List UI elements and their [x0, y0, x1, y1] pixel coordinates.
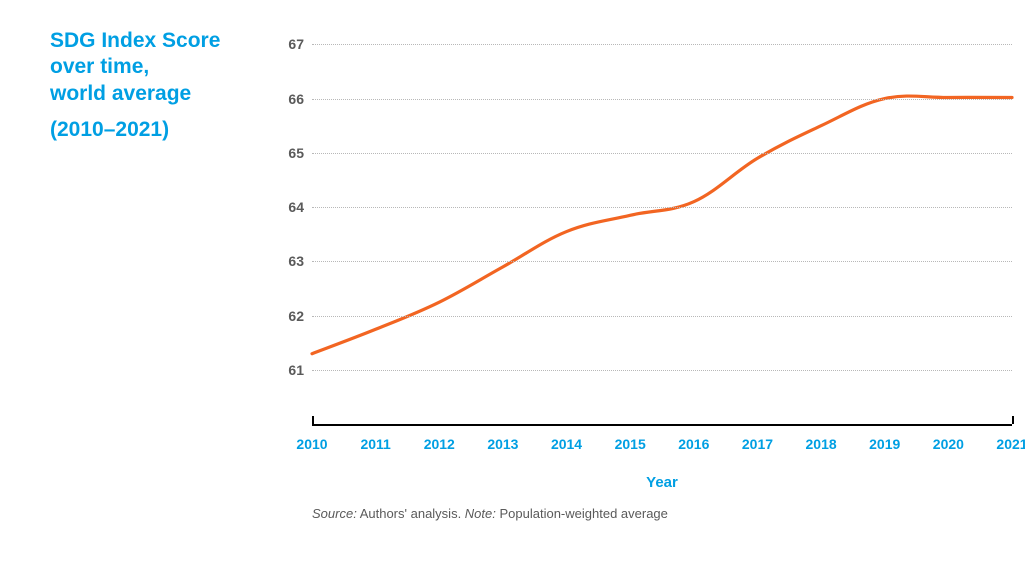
footnote-note-label: Note:	[465, 506, 496, 521]
gridline	[312, 261, 1012, 262]
gridline	[312, 99, 1012, 100]
chart-title: SDG Index Score over time, world average…	[50, 28, 280, 143]
y-tick-label: 64	[288, 199, 304, 215]
x-tick-label: 2020	[933, 436, 964, 452]
title-line-3: world average	[50, 81, 280, 107]
title-line-1: SDG Index Score	[50, 28, 280, 54]
chart-footnote: Source: Authors' analysis. Note: Populat…	[312, 506, 668, 521]
y-tick-label: 67	[288, 36, 304, 52]
y-tick-label: 62	[288, 308, 304, 324]
x-tick-label: 2012	[424, 436, 455, 452]
x-tick-label: 2014	[551, 436, 582, 452]
gridline	[312, 44, 1012, 45]
line-series-svg	[312, 28, 1012, 408]
x-tick-label: 2017	[742, 436, 773, 452]
x-axis-end-tick	[1012, 416, 1014, 424]
plot-area: 6162636465666720102011201220132014201520…	[312, 28, 1012, 408]
x-axis-title: Year	[646, 474, 678, 491]
y-tick-label: 63	[288, 253, 304, 269]
x-tick-label: 2010	[296, 436, 327, 452]
x-tick-label: 2016	[678, 436, 709, 452]
x-tick-label: 2013	[487, 436, 518, 452]
footnote-source-text: Authors' analysis.	[357, 506, 465, 521]
y-tick-label: 66	[288, 91, 304, 107]
footnote-source-label: Source:	[312, 506, 357, 521]
y-tick-label: 65	[288, 145, 304, 161]
x-tick-label: 2021	[996, 436, 1025, 452]
chart-container: 61 62 63 64 65 66 67 2010 2011 2012 2013 2014 2015 20…	[280, 18, 1020, 538]
x-tick-label: 2011	[360, 436, 390, 452]
page-root: SDG Index Score over time, world average…	[0, 0, 1025, 587]
x-axis-line	[312, 424, 1012, 426]
gridline	[312, 153, 1012, 154]
title-line-2: over time,	[50, 54, 280, 80]
x-tick-label: 2018	[806, 436, 837, 452]
gridline	[312, 316, 1012, 317]
gridline	[312, 370, 1012, 371]
gridline	[312, 207, 1012, 208]
y-tick-label: 61	[288, 362, 304, 378]
x-tick-label: 2015	[615, 436, 646, 452]
title-years: (2010–2021)	[50, 117, 280, 143]
x-axis-end-tick	[312, 416, 314, 424]
x-tick-label: 2019	[869, 436, 900, 452]
footnote-note-text: Population-weighted average	[496, 506, 668, 521]
